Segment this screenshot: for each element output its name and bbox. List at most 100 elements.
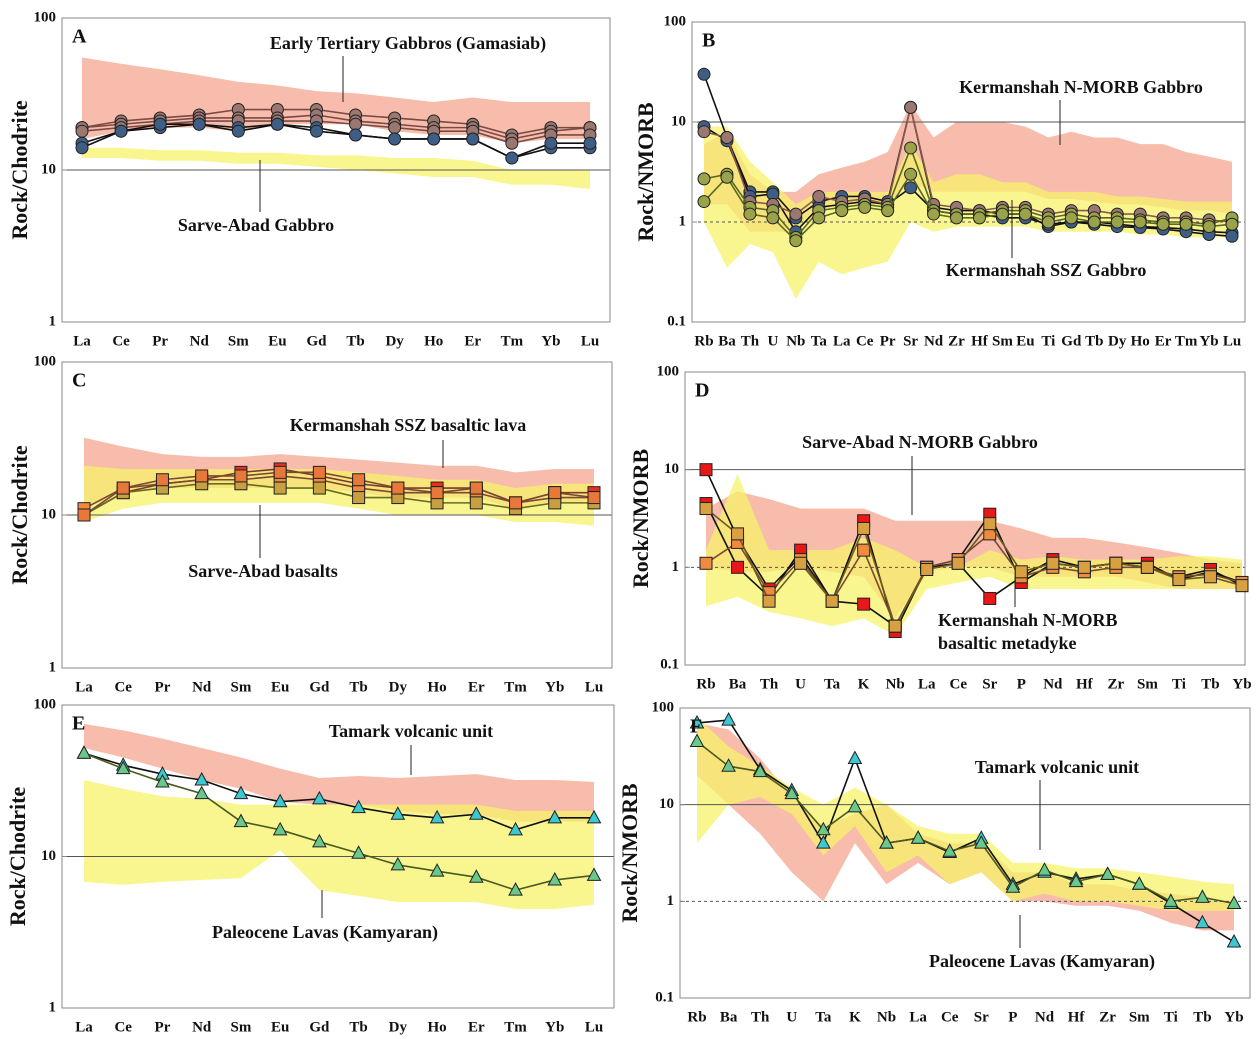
x-tick-label: Nd <box>1035 1009 1055 1025</box>
data-point <box>1077 560 1091 574</box>
x-tick-label: Tb <box>1201 676 1219 692</box>
range-band <box>84 779 594 910</box>
annotation: basaltic metadyke <box>938 633 1077 653</box>
data-point <box>973 835 989 849</box>
y-tick-label: 100 <box>657 363 680 379</box>
data-point <box>835 204 849 218</box>
data-point <box>816 835 831 849</box>
x-tick-label: Pr <box>880 333 896 349</box>
data-point <box>312 481 326 495</box>
data-point <box>1163 893 1179 907</box>
series-line <box>81 108 590 136</box>
data-point <box>1226 933 1242 948</box>
data-point <box>390 856 406 871</box>
data-point <box>920 563 934 577</box>
data-point <box>547 809 563 824</box>
y-tick-label: 100 <box>652 699 675 715</box>
data-point <box>1156 217 1170 231</box>
data-point <box>153 117 167 131</box>
data-point <box>789 234 803 248</box>
data-point <box>273 465 287 479</box>
data-point <box>699 463 713 477</box>
x-tick-label: Gd <box>309 679 330 695</box>
x-tick-label: K <box>849 1009 861 1025</box>
data-point <box>879 835 894 849</box>
data-point <box>983 591 997 605</box>
data-point <box>942 843 958 857</box>
data-point <box>195 469 209 483</box>
y-axis-label: Rock/Chodrite <box>7 100 32 240</box>
data-point <box>1037 862 1052 876</box>
x-tick-label: Ti <box>1041 333 1055 349</box>
series-line <box>83 471 595 516</box>
range-band <box>82 147 590 189</box>
range-band <box>704 126 1232 299</box>
x-tick-label: Sm <box>1129 1009 1150 1025</box>
data-point <box>951 556 965 570</box>
x-tick-label: Ce <box>941 1009 959 1025</box>
data-point <box>847 798 863 813</box>
x-tick-label: La <box>833 333 851 349</box>
x-tick-label: Ti <box>1164 1009 1178 1025</box>
data-point <box>430 486 444 500</box>
data-point <box>983 517 997 531</box>
x-tick-label: Hf <box>1076 676 1094 692</box>
x-tick-label: Th <box>741 333 760 349</box>
data-point <box>847 750 863 765</box>
plot-frame <box>679 707 1251 999</box>
data-point <box>1235 579 1249 593</box>
data-point <box>273 481 287 495</box>
x-tick-label: Gd <box>309 1019 330 1035</box>
data-point <box>1014 565 1028 579</box>
panel: 0.1 1 10 100 Rb Ba Th U Ta K Nb La Ce Sr P Nd Hf Zr Sm Ti Tb… <box>628 363 1252 692</box>
x-tick-label: Nb <box>786 333 805 349</box>
annotation: Sarve-Abad Gabbro <box>178 215 334 235</box>
data-point <box>390 806 406 820</box>
data-point <box>233 813 249 828</box>
data-point <box>312 790 327 805</box>
data-point <box>1005 879 1021 893</box>
data-point <box>1109 556 1123 570</box>
data-point <box>1046 556 1060 570</box>
x-tick-label: Ba <box>720 1009 738 1025</box>
x-tick-label: Nd <box>1043 676 1063 692</box>
annotation: Sarve-Abad basalts <box>188 561 338 581</box>
x-tick-label: Ce <box>949 676 967 692</box>
data-point <box>427 132 441 146</box>
data-point <box>697 67 711 81</box>
data-point <box>812 189 826 203</box>
x-tick-label: Ta <box>815 1009 832 1025</box>
data-point <box>469 496 483 510</box>
panel-label: D <box>695 380 709 402</box>
x-tick-label: La <box>909 1009 927 1025</box>
data-point <box>697 195 711 209</box>
data-point <box>1140 560 1154 574</box>
x-tick-label: Rb <box>696 676 715 692</box>
x-tick-label: Dy <box>1108 333 1127 349</box>
data-point <box>586 809 602 824</box>
x-tick-label: Pr <box>155 1019 171 1035</box>
data-point <box>1087 215 1101 229</box>
x-tick-label: Sm <box>992 333 1013 349</box>
data-point <box>721 712 736 726</box>
data-point <box>312 833 327 848</box>
data-point <box>1100 866 1115 880</box>
data-point <box>766 211 780 225</box>
x-tick-label: Th <box>760 676 779 692</box>
panel-label: F <box>690 716 702 738</box>
x-tick-label: Eu <box>271 679 289 695</box>
x-tick-label: Sr <box>903 333 918 349</box>
panel-label: B <box>702 30 715 52</box>
data-point <box>743 207 757 221</box>
annotation: Tamark volcanic unit <box>975 757 1139 777</box>
y-tick-label: 10 <box>41 506 56 522</box>
x-tick-label: U <box>767 333 778 349</box>
x-tick-label: La <box>73 333 91 349</box>
x-tick-label: Eu <box>271 1019 289 1035</box>
x-tick-label: Tb <box>349 679 367 695</box>
data-point <box>391 481 405 495</box>
x-tick-label: K <box>858 676 870 692</box>
data-point <box>699 502 713 516</box>
data-point <box>1110 215 1124 229</box>
